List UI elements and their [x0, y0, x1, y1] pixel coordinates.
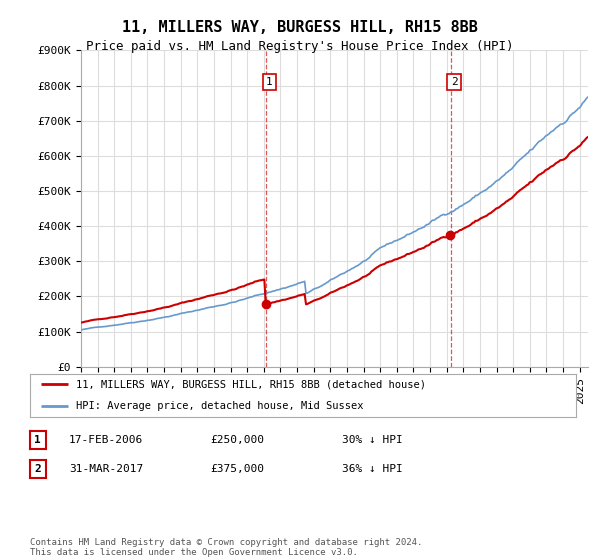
Text: Price paid vs. HM Land Registry's House Price Index (HPI): Price paid vs. HM Land Registry's House … — [86, 40, 514, 53]
Text: 2: 2 — [34, 464, 41, 474]
Text: 1: 1 — [266, 77, 272, 87]
Text: £375,000: £375,000 — [210, 464, 264, 474]
Text: 30% ↓ HPI: 30% ↓ HPI — [342, 435, 403, 445]
Text: £250,000: £250,000 — [210, 435, 264, 445]
Text: 11, MILLERS WAY, BURGESS HILL, RH15 8BB: 11, MILLERS WAY, BURGESS HILL, RH15 8BB — [122, 20, 478, 35]
Text: 36% ↓ HPI: 36% ↓ HPI — [342, 464, 403, 474]
Text: 11, MILLERS WAY, BURGESS HILL, RH15 8BB (detached house): 11, MILLERS WAY, BURGESS HILL, RH15 8BB … — [76, 380, 427, 389]
Text: 2: 2 — [451, 77, 458, 87]
Text: Contains HM Land Registry data © Crown copyright and database right 2024.
This d: Contains HM Land Registry data © Crown c… — [30, 538, 422, 557]
Text: 31-MAR-2017: 31-MAR-2017 — [69, 464, 143, 474]
Text: HPI: Average price, detached house, Mid Sussex: HPI: Average price, detached house, Mid … — [76, 402, 364, 411]
Text: 1: 1 — [34, 435, 41, 445]
Text: 17-FEB-2006: 17-FEB-2006 — [69, 435, 143, 445]
